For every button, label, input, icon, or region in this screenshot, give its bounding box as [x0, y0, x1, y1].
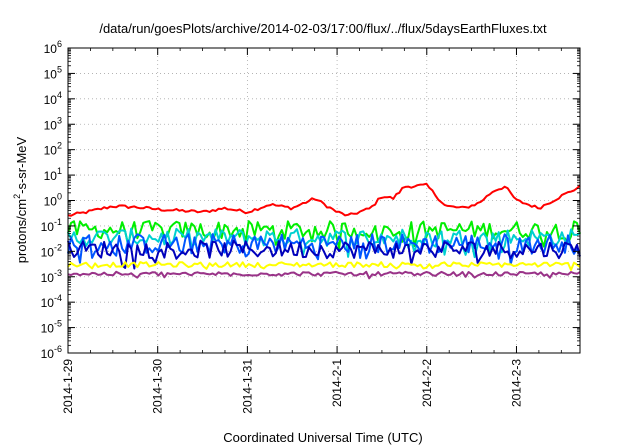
y-tick-label: 10-2	[41, 242, 62, 259]
y-tick-label: 103	[44, 115, 62, 132]
x-tick-label: 2014-2-3	[509, 359, 523, 407]
y-tick-label: 10-5	[41, 319, 62, 336]
x-tick-label: 2014-1-29	[61, 359, 75, 414]
grid-layer	[68, 48, 580, 353]
series-line-4	[67, 233, 581, 266]
series-line-7	[67, 270, 581, 280]
chart-title: /data/run/goesPlots/archive/2014-02-03/1…	[99, 21, 547, 36]
y-tick-label: 100	[44, 192, 62, 209]
series-line-1	[67, 182, 581, 217]
axis-layer: 10-6 10-5 10-4 10-3 10-2 10-1 100 101 102 103 104 1…	[41, 39, 580, 414]
y-tick-label: 104	[44, 90, 62, 107]
y-tick-label: 10-3	[41, 268, 62, 285]
y-axis-label: protons/cm2-s-sr-MeV	[12, 136, 29, 263]
y-axis-label-superscript: 2	[12, 194, 22, 199]
x-tick-label: 2014-1-30	[151, 359, 165, 414]
x-tick-label: 2014-2-2	[420, 359, 434, 407]
x-tick-label: 2014-1-31	[240, 359, 254, 414]
y-tick-label: 10-1	[41, 217, 62, 234]
y-tick-label: 106	[44, 39, 62, 56]
y-tick-label: 101	[44, 166, 62, 183]
y-tick-label: 105	[44, 64, 62, 81]
x-tick-label: 2014-2-1	[330, 359, 344, 407]
series-line-6	[67, 261, 581, 271]
series-line-5	[67, 239, 581, 270]
y-tick-label: 102	[44, 141, 62, 158]
y-axis-label-prefix: protons/cm	[14, 199, 29, 263]
x-axis-label: Coordinated Universal Time (UTC)	[223, 430, 422, 445]
y-axis-label-suffix: -s-sr-MeV	[14, 136, 29, 193]
y-tick-label: 10-4	[41, 293, 62, 310]
series-layer	[67, 182, 581, 280]
y-tick-label: 10-6	[41, 344, 62, 361]
